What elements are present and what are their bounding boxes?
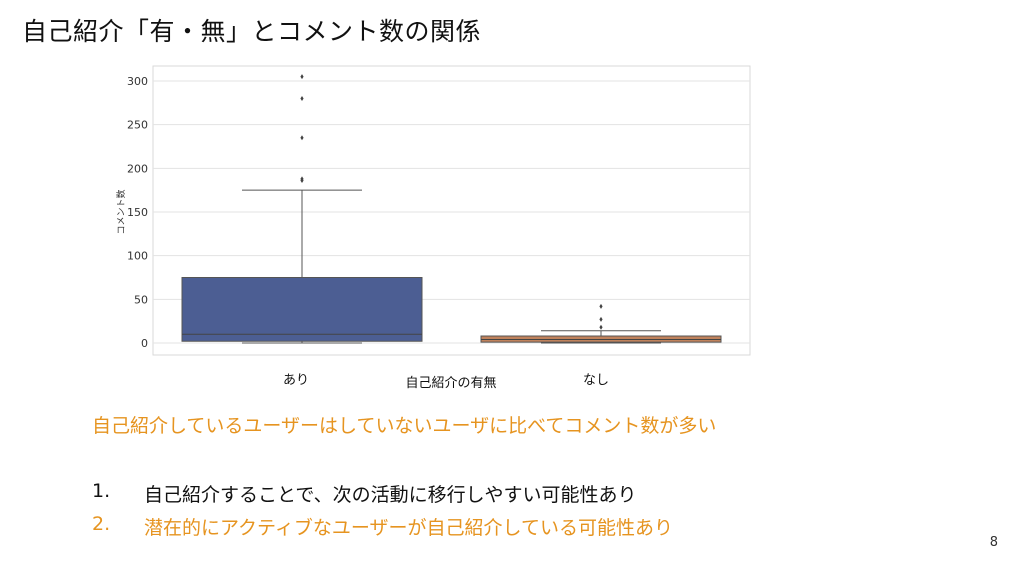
reason-text: 潜在的にアクティブなユーザーが自己紹介している可能性あり: [144, 517, 673, 539]
reasons-list: 1. 自己紹介することで、次の活動に移行しやすい可能性あり 2. 潜在的にアクテ…: [92, 480, 673, 546]
box-iqr: [181, 277, 423, 342]
reason-item-2: 2. 潜在的にアクティブなユーザーが自己紹介している可能性あり: [92, 513, 673, 546]
reason-item-1: 1. 自己紹介することで、次の活動に移行しやすい可能性あり: [92, 480, 673, 513]
boxplot-chart: 0 50 100 150 200 250 300 コメント数 あり なし 自己紹介の有無: [115, 65, 751, 391]
chart-svg: 0 50 100 150 200 250 300 コメント数 あり なし 自己紹介の有無: [115, 65, 751, 391]
y-tick-label: 250: [127, 119, 148, 132]
x-category-label: なし: [583, 373, 609, 388]
outlier-point: [300, 95, 304, 101]
reason-number: 1.: [92, 480, 111, 502]
x-category-labels: あり なし: [283, 373, 609, 388]
outlier-point: [599, 324, 603, 330]
outlier-point: [300, 74, 304, 80]
box-2: [480, 303, 722, 344]
key-finding: 自己紹介しているユーザーはしていないユーザに比べてコメント数が多い: [92, 415, 717, 437]
outlier-point: [599, 303, 603, 309]
x-category-label: あり: [283, 373, 309, 388]
y-tick-labels: 0 50 100 150 200 250 300: [127, 75, 148, 350]
box-1: [181, 74, 423, 344]
y-tick-label: 0: [141, 337, 148, 350]
y-axis-label: コメント数: [115, 189, 127, 234]
y-tick-label: 100: [127, 250, 148, 263]
y-tick-label: 300: [127, 75, 148, 88]
reason-text: 自己紹介することで、次の活動に移行しやすい可能性あり: [144, 484, 637, 506]
page-number: 8: [989, 535, 998, 550]
boxes: [181, 74, 722, 344]
y-tick-label: 200: [127, 162, 148, 175]
y-tick-label: 150: [127, 206, 148, 219]
outlier-point: [300, 135, 304, 141]
slide-title: 自己紹介「有・無」とコメント数の関係: [22, 17, 482, 46]
reason-number: 2.: [92, 513, 111, 535]
y-tick-label: 50: [134, 293, 148, 306]
outlier-point: [599, 316, 603, 322]
outlier-point: [300, 176, 304, 182]
x-axis-label: 自己紹介の有無: [405, 376, 496, 391]
